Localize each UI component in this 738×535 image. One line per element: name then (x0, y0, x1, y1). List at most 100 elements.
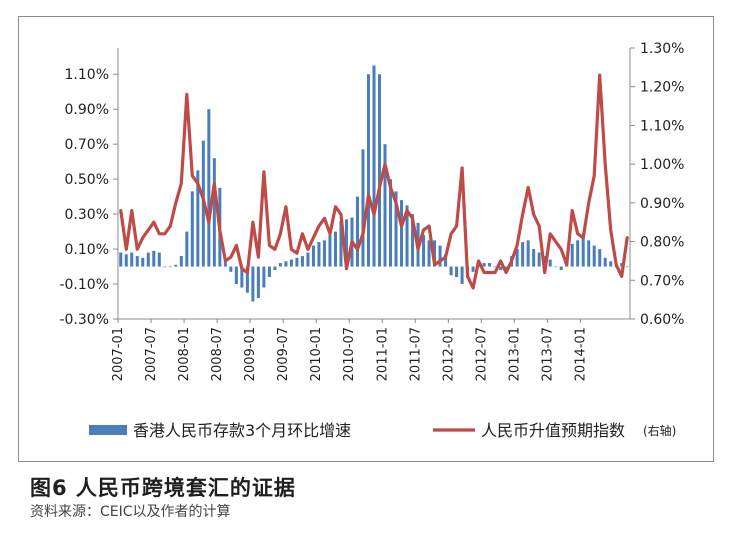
deposit-growth-bar (212, 158, 216, 267)
deposit-growth-bar (157, 252, 161, 267)
right-tick-label: 1.30% (640, 41, 684, 57)
chart-frame: -0.30% -0.10% 0.10% 0.30% 0.50% 0.70% 0.90% 1.1… (18, 16, 714, 462)
left-tick-label: -0.10% (59, 277, 109, 293)
deposit-growth-bar (124, 254, 128, 267)
x-tick-label: 2012-01 (441, 327, 456, 381)
left-tick-label: 1.10% (65, 67, 109, 83)
x-tick-label: 2013-01 (507, 327, 522, 381)
deposit-growth-bar (532, 249, 536, 267)
legend-line-label: 人民币升值预期指数 (481, 421, 625, 440)
deposit-growth-bar (135, 256, 139, 267)
deposit-growth-bar (168, 266, 172, 268)
deposit-growth-bar (515, 249, 519, 267)
appreciation-expectation-line (119, 73, 629, 290)
deposit-growth-bar (256, 266, 260, 299)
deposit-growth-bar (223, 259, 227, 267)
deposit-growth-bar (317, 242, 321, 267)
deposit-growth-bar (300, 256, 304, 267)
right-tick-label: 1.20% (640, 80, 684, 96)
deposit-growth-bar (581, 235, 585, 267)
deposit-growth-bar (229, 266, 233, 272)
deposit-growth-bar (306, 252, 310, 267)
right-tick-label: 0.70% (640, 273, 684, 289)
deposit-growth-bar (592, 245, 596, 267)
deposit-growth-bar (267, 266, 271, 278)
deposit-growth-bar (366, 74, 371, 267)
deposit-growth-bar (493, 266, 497, 268)
x-tick-label: 2009-07 (276, 327, 291, 381)
left-tick-label: 0.10% (65, 242, 109, 258)
x-tick-label: 2013-07 (540, 327, 555, 381)
deposit-growth-bar (196, 170, 200, 267)
deposit-growth-bar (576, 240, 580, 267)
deposit-growth-bar (609, 261, 613, 267)
deposit-growth-bar (526, 240, 530, 267)
deposit-growth-bar (482, 263, 486, 267)
deposit-growth-bar (394, 191, 398, 267)
right-tick-label: 1.10% (640, 118, 684, 134)
deposit-growth-bar (570, 243, 574, 267)
deposit-growth-bar (411, 214, 415, 267)
deposit-growth-bar (119, 252, 123, 267)
x-tick-label: 2008-01 (177, 327, 192, 381)
deposit-growth-bar (339, 221, 343, 267)
deposit-growth-bar (322, 240, 326, 267)
deposit-growth-bar (207, 109, 211, 267)
x-tick-label: 2011-07 (408, 327, 423, 381)
x-tick-label: 2012-07 (474, 327, 489, 381)
right-tick-label: 1.00% (640, 157, 684, 173)
deposit-growth-bar (438, 245, 442, 267)
deposit-growth-bar (152, 250, 156, 267)
deposit-growth-bar (389, 179, 393, 267)
deposit-growth-bar (295, 257, 299, 267)
x-tick-label: 2010-01 (309, 327, 324, 381)
deposit-growth-bar (449, 266, 453, 276)
deposit-growth-bar (504, 266, 508, 271)
deposit-growth-bar (190, 191, 194, 267)
deposit-growth-bar (344, 219, 348, 267)
deposit-growth-bar (289, 259, 293, 267)
x-tick-label: 2007-07 (144, 327, 159, 381)
legend-bar-label: 香港人民币存款3个月环比增速 (133, 421, 351, 440)
deposit-growth-bar (179, 256, 183, 267)
deposit-growth-bar (328, 235, 332, 267)
left-tick-label: 0.50% (65, 172, 109, 188)
legend-bar-swatch (89, 425, 127, 435)
deposit-growth-bar (554, 266, 558, 268)
x-tick-label: 2014-01 (573, 327, 588, 381)
deposit-growth-bar (141, 257, 145, 267)
deposit-growth-bar (251, 266, 255, 302)
deposit-growth-bar (444, 254, 448, 267)
deposit-growth-bar (273, 266, 277, 271)
deposit-growth-bar (625, 266, 629, 268)
combo-chart: -0.30% -0.10% 0.10% 0.30% 0.50% 0.70% 0.90% 1.1… (59, 41, 684, 440)
deposit-growth-bar (163, 266, 167, 268)
deposit-growth-bar (377, 74, 382, 267)
x-tick-label: 2007-01 (111, 327, 126, 381)
deposit-growth-bar (521, 242, 525, 267)
deposit-growth-bar (372, 65, 376, 267)
deposit-growth-bar (284, 261, 288, 267)
left-tick-label: 0.90% (65, 102, 109, 118)
deposit-growth-bar (427, 240, 431, 267)
right-tick-label: 0.60% (640, 312, 684, 328)
deposit-growth-bar (587, 240, 591, 267)
deposit-growth-bar (278, 263, 282, 267)
deposit-growth-bar (598, 249, 602, 267)
figure-source: 资料来源：CEIC以及作者的计算 (30, 504, 231, 520)
left-tick-label: 0.70% (65, 137, 109, 153)
x-tick-label: 2011-01 (375, 327, 390, 381)
x-tick-label: 2010-07 (342, 327, 357, 381)
deposit-growth-bar (488, 263, 492, 267)
deposit-growth-bar (245, 266, 249, 293)
deposit-growth-bar (174, 264, 178, 267)
deposit-growth-bar (405, 205, 409, 267)
x-tick-label: 2009-01 (243, 327, 258, 381)
deposit-growth-bar (460, 266, 464, 285)
deposit-growth-bar (603, 257, 607, 267)
deposit-growth-bar (383, 144, 387, 267)
deposit-growth-bar (311, 245, 315, 267)
left-tick-label: 0.30% (65, 207, 109, 223)
deposit-growth-bar (471, 266, 475, 272)
deposit-growth-bar (537, 252, 541, 267)
